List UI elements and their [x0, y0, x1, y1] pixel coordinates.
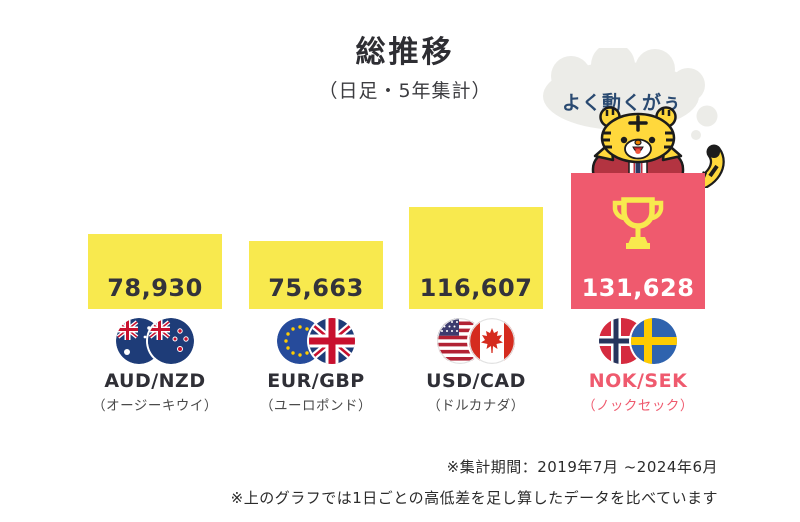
flag-norway-icon	[599, 318, 645, 364]
pair-sublabel: （オージーキウイ）	[92, 398, 218, 414]
footer-notes: ※集計期間：2019年7月 ~2024年6月 ※上のグラフでは1日ごとの高低差を…	[231, 452, 718, 514]
pair-label: USD/CAD	[426, 370, 526, 392]
bar-eur-gbp: 75,663	[249, 241, 383, 309]
flag-united-kingdom-icon	[309, 318, 355, 364]
chart-column-nok-sek: 131,628 NOK/SEK （ノックセック）	[558, 0, 718, 522]
pair-label: AUD/NZD	[104, 370, 206, 392]
flag-pair-eur-gbp	[277, 318, 355, 365]
flag-pair-nok-sek	[599, 318, 677, 365]
footer-period-note: ※集計期間：2019年7月 ~2024年6月	[446, 458, 718, 476]
trophy-icon	[612, 197, 664, 249]
pair-sublabel: （ドルカナダ）	[427, 398, 525, 414]
bar-usd-cad: 116,607	[409, 207, 543, 309]
flag-pair-usd-cad	[437, 318, 515, 365]
pair-label: NOK/SEK	[588, 370, 688, 392]
bar-aud-nzd: 78,930	[88, 234, 222, 309]
chart-column-usd-cad: 116,607	[396, 0, 556, 522]
mascot-speech-text: よく動くがぅ	[561, 92, 682, 114]
pair-label: EUR/GBP	[267, 370, 365, 392]
bar-value: 75,663	[268, 274, 364, 302]
chart-column-aud-nzd: 78,930	[75, 0, 235, 522]
bar-value: 131,628	[581, 274, 695, 302]
flag-pair-aud-nzd	[116, 318, 194, 365]
pair-sublabel: （ユーロポンド）	[260, 398, 372, 414]
flag-canada-icon	[469, 318, 515, 364]
footer-method-note: ※上のグラフでは1日ごとの高低差を足し算したデータを比べています	[230, 489, 718, 507]
flag-new-zealand-icon	[148, 318, 194, 364]
bar-value: 116,607	[419, 274, 533, 302]
bar-value: 78,930	[107, 274, 203, 302]
pair-sublabel: （ノックセック）	[582, 398, 694, 414]
bar-nok-sek: 131,628	[571, 173, 705, 309]
page-subtitle: （日足・5年集計）	[318, 80, 492, 102]
flag-sweden-icon	[631, 318, 677, 364]
page-title: 総推移	[355, 35, 455, 70]
chart-column-eur-gbp: 75,663	[236, 0, 396, 522]
